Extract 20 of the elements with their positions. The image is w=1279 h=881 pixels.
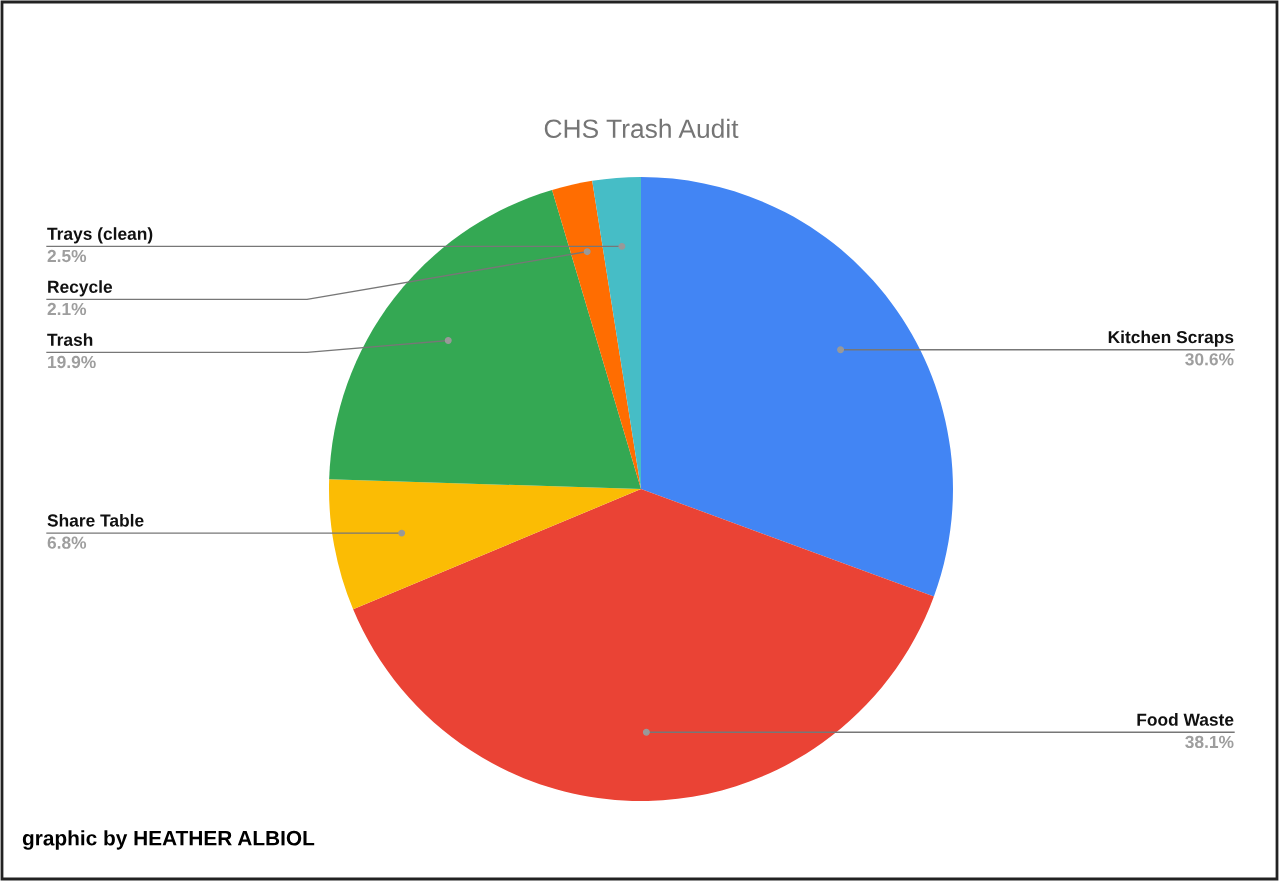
pie-slice: [353, 489, 934, 801]
data-label: 38.1%: [1185, 735, 1234, 749]
data-label: 19.9%: [48, 355, 96, 369]
pie-slice: [329, 479, 641, 610]
slice-label: Recycle: [48, 280, 113, 297]
data-label: 2.1%: [47, 302, 87, 316]
pie-slice: [552, 180, 641, 489]
data-label: 6.8%: [47, 536, 87, 549]
text: graphic by HEATHER ALBIOL: [22, 830, 315, 850]
pie-slice: [592, 177, 641, 489]
slice-label: Food Waste: [1137, 713, 1234, 726]
pie-slice: [641, 177, 953, 597]
data-label: 2.5%: [47, 249, 87, 263]
slice-label: Share Table: [47, 513, 144, 527]
slice-label: Trash: [47, 333, 93, 346]
slice-label: Kitchen Scraps: [1108, 330, 1234, 347]
pie-slice: [329, 189, 641, 489]
chart-title: CHS Trash Audit: [544, 118, 739, 139]
data-label: 30.6%: [1185, 353, 1234, 366]
slice-label: Trays (clean): [47, 227, 153, 244]
